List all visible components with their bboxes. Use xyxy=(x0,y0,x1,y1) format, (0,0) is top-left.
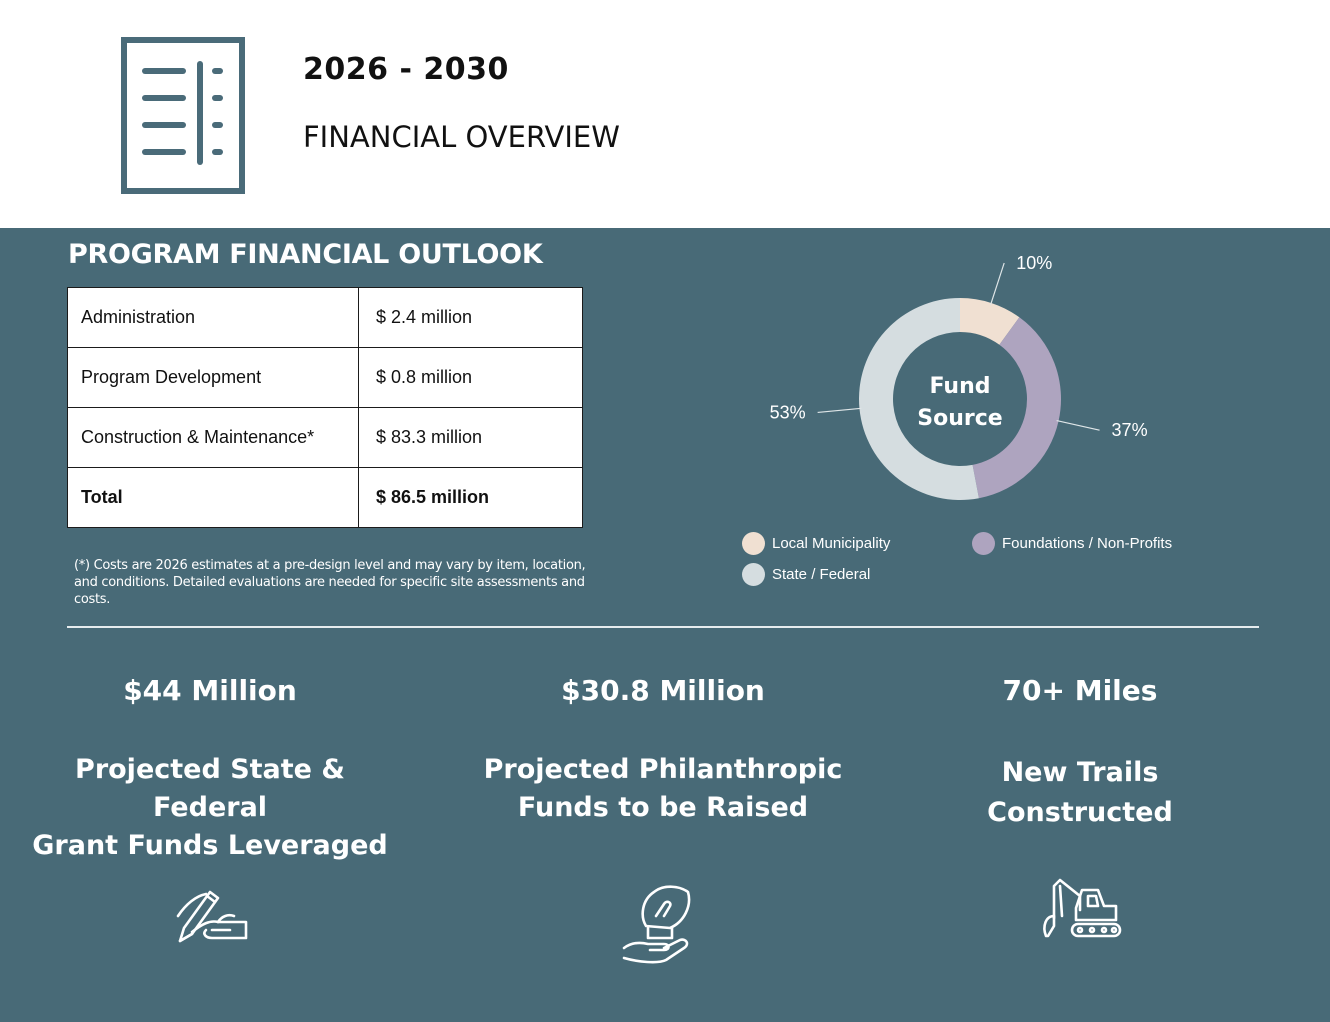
fund-source-donut-chart: 10% 37% 53% Fund Source xyxy=(770,253,1148,500)
total-amount: $ 86.5 million xyxy=(358,467,583,528)
stat-description: Projected Philanthropic Funds to be Rais… xyxy=(478,751,848,827)
total-row: Total $ 86.5 million xyxy=(67,467,583,528)
legend-swatch xyxy=(742,563,765,586)
stat-description-line: Projected State & Federal xyxy=(75,754,345,823)
stat-description-line: Grant Funds Leveraged xyxy=(32,830,388,861)
donut-slice xyxy=(972,317,1061,499)
stat-description-line: Projected Philanthropic xyxy=(483,754,843,785)
hand-signing-icon xyxy=(172,886,252,948)
hand-donation-icon xyxy=(618,882,696,964)
stat-value: 70+ Miles xyxy=(1002,674,1158,707)
slice-label: 10% xyxy=(1016,253,1052,273)
row-amount: $ 2.4 million xyxy=(358,287,583,348)
section-title: PROGRAM FINANCIAL OUTLOOK xyxy=(68,239,543,270)
stat-description-line: New Trails xyxy=(1001,757,1159,788)
table-row: Construction & Maintenance* $ 83.3 milli… xyxy=(67,407,583,468)
legend-item: Local Municipality xyxy=(742,532,890,555)
table-row: Program Development $ 0.8 million xyxy=(67,347,583,408)
stat-description: Projected State & Federal Grant Funds Le… xyxy=(30,751,390,865)
stat-value: $44 Million xyxy=(123,674,297,707)
stat-description-line: Funds to be Raised xyxy=(517,792,809,823)
chart-legend: Local Municipality Foundations / Non-Pro… xyxy=(742,532,1212,602)
row-amount: $ 83.3 million xyxy=(358,407,583,468)
stat-description: New Trails Constructed xyxy=(930,753,1230,833)
legend-swatch xyxy=(742,532,765,555)
footnote: (*) Costs are 2026 estimates at a pre-de… xyxy=(74,558,586,607)
legend-label: State / Federal xyxy=(772,566,871,583)
legend-label: Local Municipality xyxy=(772,535,891,552)
stat-philanthropic-funds: $30.8 Million Projected Philanthropic Fu… xyxy=(478,674,848,827)
document-list-icon xyxy=(121,37,245,194)
stat-grant-funds: $44 Million Projected State & Federal Gr… xyxy=(30,674,390,865)
slice-label: 53% xyxy=(770,402,806,422)
stat-value: $30.8 Million xyxy=(561,674,765,707)
years-heading: 2026 - 2030 xyxy=(303,52,509,87)
stat-new-trails: 70+ Miles New Trails Constructed xyxy=(930,674,1230,833)
header: 2026 - 2030 FINANCIAL OVERVIEW xyxy=(0,0,1330,228)
stat-description-line: Constructed xyxy=(987,797,1173,828)
row-amount: $ 0.8 million xyxy=(358,347,583,408)
legend-item: State / Federal xyxy=(742,563,870,586)
legend-swatch xyxy=(972,532,995,555)
chart-center-title: Source xyxy=(917,406,1002,431)
donut-slice xyxy=(960,298,1020,345)
excavator-icon xyxy=(1040,876,1124,940)
row-label: Construction & Maintenance* xyxy=(67,407,359,468)
cost-table: Administration $ 2.4 million Program Dev… xyxy=(67,287,583,528)
legend-label: Foundations / Non-Profits xyxy=(1002,535,1173,552)
total-label: Total xyxy=(67,467,359,528)
donut-slice xyxy=(859,298,979,500)
page-title: FINANCIAL OVERVIEW xyxy=(303,120,620,154)
leader-line xyxy=(817,407,862,414)
legend-item: Foundations / Non-Profits xyxy=(972,532,1172,555)
chart-center-title: Fund xyxy=(929,374,990,399)
row-label: Program Development xyxy=(67,347,359,408)
financial-panel: PROGRAM FINANCIAL OUTLOOK Administration… xyxy=(0,228,1330,1022)
table-row: Administration $ 2.4 million xyxy=(67,287,583,348)
divider xyxy=(67,626,1259,628)
leader-line xyxy=(1056,420,1100,431)
leader-line xyxy=(990,262,1005,306)
row-label: Administration xyxy=(67,287,359,348)
slice-label: 37% xyxy=(1112,420,1148,440)
